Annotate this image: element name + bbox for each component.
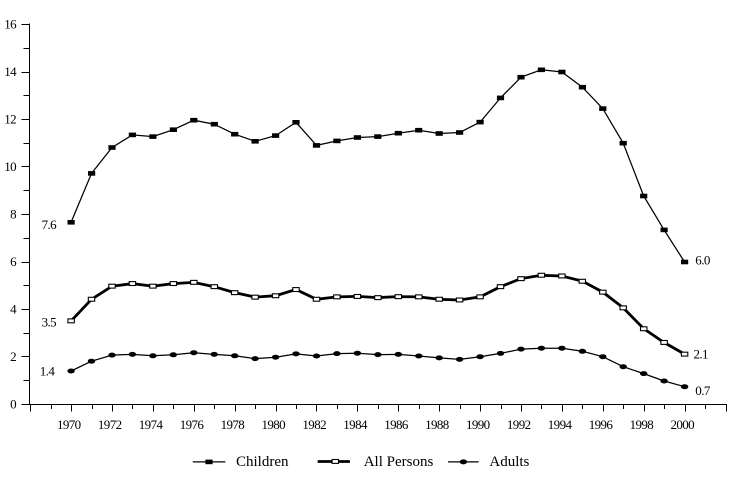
- svg-text:1998: 1998: [630, 417, 654, 432]
- svg-text:3.5: 3.5: [42, 314, 57, 329]
- svg-text:1988: 1988: [425, 417, 449, 432]
- svg-text:1984: 1984: [343, 417, 368, 432]
- svg-text:Adults: Adults: [489, 454, 529, 470]
- svg-text:14: 14: [4, 64, 17, 79]
- svg-text:1994: 1994: [548, 417, 573, 432]
- svg-text:1970: 1970: [57, 417, 81, 432]
- svg-text:2.1: 2.1: [694, 346, 709, 361]
- svg-text:8: 8: [10, 206, 16, 221]
- svg-text:1972: 1972: [98, 417, 122, 432]
- svg-text:1986: 1986: [384, 417, 409, 432]
- svg-text:2000: 2000: [670, 417, 694, 432]
- svg-text:Children: Children: [236, 454, 289, 470]
- svg-text:1996: 1996: [589, 417, 614, 432]
- svg-text:1980: 1980: [261, 417, 285, 432]
- svg-text:1976: 1976: [180, 417, 205, 432]
- svg-text:1990: 1990: [466, 417, 490, 432]
- svg-text:0: 0: [10, 396, 16, 411]
- svg-text:1974: 1974: [139, 417, 164, 432]
- svg-text:1982: 1982: [302, 417, 326, 432]
- svg-text:All Persons: All Persons: [364, 454, 434, 470]
- svg-text:16: 16: [4, 16, 17, 31]
- svg-text:1978: 1978: [221, 417, 245, 432]
- svg-text:7.6: 7.6: [42, 217, 58, 232]
- svg-text:10: 10: [4, 159, 16, 174]
- svg-text:0.7: 0.7: [695, 383, 711, 398]
- svg-text:12: 12: [4, 111, 16, 126]
- svg-text:4: 4: [10, 301, 17, 316]
- svg-text:1992: 1992: [507, 417, 531, 432]
- svg-text:6: 6: [10, 254, 17, 269]
- svg-text:2: 2: [10, 349, 16, 364]
- svg-text:6.0: 6.0: [695, 253, 710, 268]
- svg-text:1.4: 1.4: [40, 364, 56, 379]
